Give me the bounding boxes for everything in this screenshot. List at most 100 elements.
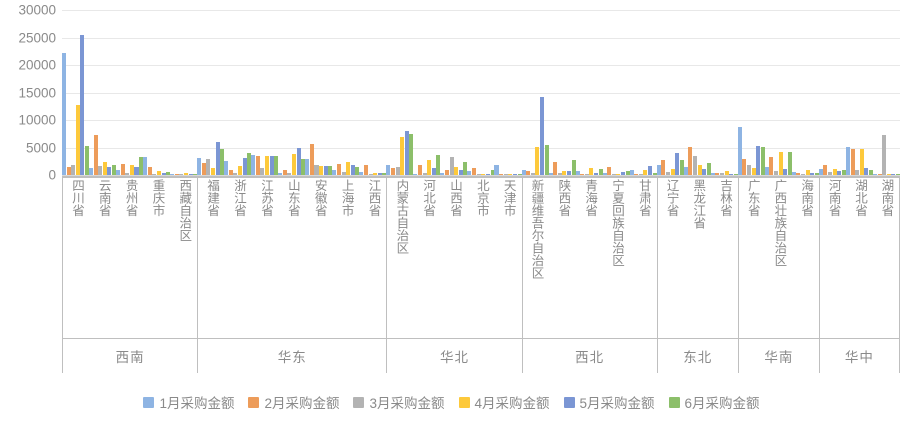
bar[interactable] [490, 170, 495, 175]
bar[interactable] [355, 166, 360, 175]
bar[interactable] [301, 159, 306, 175]
bar[interactable] [756, 145, 761, 175]
bar[interactable] [129, 165, 134, 175]
bar[interactable] [332, 170, 337, 175]
bar[interactable] [238, 166, 243, 175]
bar[interactable] [661, 159, 666, 175]
bar[interactable] [575, 170, 580, 175]
bar[interactable] [710, 173, 715, 175]
bar[interactable] [760, 147, 765, 175]
bar[interactable] [634, 173, 639, 175]
bar[interactable] [125, 172, 130, 175]
bar[interactable] [382, 172, 387, 175]
bar[interactable] [769, 156, 774, 175]
bar[interactable] [116, 170, 121, 175]
bar[interactable] [850, 149, 855, 175]
bar[interactable] [409, 134, 414, 175]
bar[interactable] [436, 155, 441, 175]
bar[interactable] [503, 174, 508, 175]
bar[interactable] [170, 174, 175, 175]
bar[interactable] [539, 97, 544, 175]
bar[interactable] [544, 145, 549, 175]
bar[interactable] [724, 170, 729, 175]
bar[interactable] [886, 174, 891, 175]
bar[interactable] [224, 161, 229, 175]
bar[interactable] [562, 171, 567, 175]
bar[interactable] [445, 169, 450, 175]
bar[interactable] [368, 173, 373, 175]
bar[interactable] [602, 173, 607, 175]
bar[interactable] [328, 165, 333, 175]
bar[interactable] [458, 169, 463, 175]
bar[interactable] [859, 148, 864, 175]
bar[interactable] [729, 173, 734, 175]
bar[interactable] [66, 167, 71, 175]
bar[interactable] [891, 174, 896, 175]
bar[interactable] [112, 164, 117, 175]
bar[interactable] [589, 168, 594, 175]
bar[interactable] [688, 146, 693, 175]
bar[interactable] [305, 158, 310, 175]
bar[interactable] [517, 173, 522, 175]
legend-item[interactable]: 5月采购金额 [563, 392, 655, 412]
bar[interactable] [855, 170, 860, 175]
bar[interactable] [598, 168, 603, 175]
legend-item[interactable]: 4月采购金额 [458, 392, 550, 412]
bar[interactable] [882, 135, 887, 175]
bar[interactable] [314, 165, 319, 175]
bar[interactable] [422, 172, 427, 175]
bar[interactable] [553, 161, 558, 175]
bar[interactable] [336, 164, 341, 175]
bar[interactable] [805, 170, 810, 175]
bar[interactable] [359, 171, 364, 175]
bar[interactable] [233, 172, 238, 175]
bar[interactable] [774, 171, 779, 175]
bar[interactable] [220, 148, 225, 175]
bar[interactable] [832, 168, 837, 175]
bar[interactable] [530, 172, 535, 175]
legend-item[interactable]: 6月采购金额 [668, 392, 760, 412]
bar[interactable] [102, 162, 107, 175]
bar[interactable] [386, 164, 391, 175]
legend-item[interactable]: 1月采购金额 [143, 392, 234, 412]
bar[interactable] [778, 151, 783, 175]
bar[interactable] [535, 146, 540, 175]
bar[interactable] [463, 161, 468, 175]
bar[interactable] [526, 171, 531, 175]
bar[interactable] [166, 172, 171, 175]
bar[interactable] [188, 174, 193, 175]
bar[interactable] [296, 147, 301, 175]
bar[interactable] [638, 174, 643, 175]
bar[interactable] [255, 156, 260, 175]
bar[interactable] [823, 164, 828, 175]
bar[interactable] [390, 167, 395, 175]
bar[interactable] [282, 170, 287, 175]
bar[interactable] [737, 127, 742, 175]
bar[interactable] [228, 170, 233, 175]
bar[interactable] [580, 173, 585, 175]
bar[interactable] [733, 173, 738, 175]
bar[interactable] [571, 159, 576, 175]
bar[interactable] [274, 156, 279, 175]
bar[interactable] [93, 134, 98, 175]
bar[interactable] [201, 163, 206, 175]
bar[interactable] [868, 169, 873, 175]
bar[interactable] [61, 53, 66, 175]
bar[interactable] [594, 172, 599, 175]
bar[interactable] [242, 158, 247, 175]
bar[interactable] [648, 166, 653, 175]
bar[interactable] [697, 165, 702, 175]
bar[interactable] [828, 172, 833, 175]
bar[interactable] [269, 155, 274, 175]
bar[interactable] [683, 167, 688, 175]
bar[interactable] [418, 165, 423, 175]
bar[interactable] [341, 171, 346, 175]
bar[interactable] [454, 167, 459, 175]
bar[interactable] [679, 159, 684, 175]
bar[interactable] [841, 170, 846, 175]
bar[interactable] [197, 157, 202, 175]
bar[interactable] [895, 174, 900, 175]
bar[interactable] [702, 169, 707, 175]
bar[interactable] [611, 173, 616, 175]
bar[interactable] [80, 35, 85, 175]
